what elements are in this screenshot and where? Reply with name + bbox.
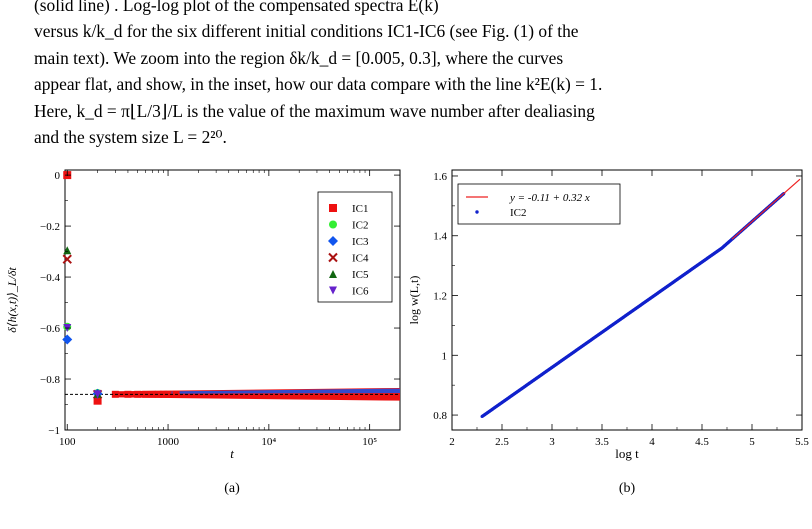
- panel-a-y-ticks: 0 −0.2 −0.4 −0.6 −0.8 −1: [40, 170, 400, 437]
- panel-b-y-tick-label: 0.8: [433, 410, 447, 422]
- panel-b-point: [510, 393, 514, 397]
- panel-b-xlabel: log t: [615, 446, 639, 461]
- panel-b-point: [545, 369, 549, 373]
- panel-b-point: [520, 386, 524, 390]
- panel-b-legend: y = -0.11 + 0.32 x IC2: [457, 183, 621, 225]
- panel-b-points: [480, 191, 786, 419]
- panel-b-x-tick-label: 3: [549, 436, 555, 448]
- panel-a-x-tick-label: 1000: [157, 436, 180, 448]
- body-paragraph: (solid line) . Log-log plot of the compe…: [34, 0, 794, 151]
- para-line-4: appear flat, and show, in the inset, how…: [34, 74, 603, 95]
- para-line-3: main text). We zoom into the region δk/k…: [34, 47, 564, 68]
- panel-a-xlabel: t: [230, 446, 234, 461]
- panel-b-x-tick-label: 5: [749, 436, 755, 448]
- panel-b-legend-fit-label: y = -0.11 + 0.32 x: [509, 192, 590, 204]
- panel-a: 0 −0.2 −0.4 −0.6 −0.8 −1 100 1000 10⁴ 10⁵ δ⟨h(x,…: [5, 169, 401, 496]
- panel-a-x-tick-label: 10⁴: [261, 436, 276, 448]
- para-top-fragment: (solid line) . Log-log plot of the compe…: [34, 0, 439, 15]
- panel-a-legend-marker-ic2: [329, 220, 337, 229]
- panel-a-legend-marker-ic3: [328, 236, 338, 246]
- panel-a-x-ticks: 100 1000 10⁴ 10⁵: [59, 170, 401, 448]
- panel-a-legend-marker-ic1: [329, 204, 337, 212]
- panel-a-y-tick-label: −0.6: [40, 323, 60, 335]
- panel-a-legend-marker-ic6: [329, 286, 337, 295]
- panel-a-point-ic4: [62, 254, 72, 264]
- panel-a-legend-label-ic2: IC2: [352, 220, 369, 232]
- panel-b-point: [528, 381, 532, 385]
- panel-a-legend-label-ic6: IC6: [352, 286, 369, 298]
- panel-a-legend-label-ic5: IC5: [352, 269, 369, 281]
- panel-a-legend-marker-ic5: [329, 270, 337, 278]
- panel-b-point: [498, 402, 502, 406]
- panel-a-points: [62, 171, 103, 405]
- panel-b-y-ticks: 0.8 1 1.2 1.4 1.6: [433, 171, 802, 422]
- panel-b-ylabel: log w(L,t): [407, 276, 421, 325]
- panel-a-y-tick-label: −0.2: [40, 221, 60, 233]
- para-line-1: (solid line) . Log-log plot of the compe…: [34, 0, 794, 18]
- panel-b-fit-path: [731, 178, 801, 240]
- panel-a-ylabel: δ⟨h(x,t)⟩_L/δt: [5, 267, 19, 333]
- para-line-2: versus k/k_d for the six different initi…: [34, 21, 579, 41]
- panel-b-y-tick-label: 1.6: [433, 171, 447, 183]
- panel-b-legend-box: [457, 183, 621, 225]
- panel-b-label: (b): [619, 481, 636, 496]
- panel-a-y-tick-label: 0: [55, 170, 61, 182]
- panel-a-point-ic3: [62, 334, 73, 345]
- figure: 0 −0.2 −0.4 −0.6 −0.8 −1 100 1000 10⁴ 10⁵ δ⟨h(x,…: [5, 169, 809, 496]
- panel-b-point: [550, 365, 554, 369]
- panel-b-point: [540, 372, 544, 376]
- panel-a-legend-label-ic3: IC3: [352, 236, 369, 248]
- panel-a-legend: IC1 IC2 IC3 IC4 IC5 IC6: [317, 191, 393, 303]
- panel-b-x-tick-label: 2.5: [495, 436, 509, 448]
- panel-b-x-tick-label: 5.5: [795, 436, 809, 448]
- panel-b-y-tick-label: 1.2: [433, 291, 447, 303]
- panel-a-band-marker: [164, 390, 172, 398]
- panel-a-y-tick-label: −1: [48, 425, 60, 437]
- panel-a-band-marker: [154, 390, 162, 398]
- para-line-6: and the system size L = 2²⁰.: [34, 127, 227, 148]
- panel-b-x-tick-label: 4.5: [695, 436, 709, 448]
- panel-b-y-tick-label: 1.4: [433, 231, 447, 243]
- panel-b-fit-line: [731, 178, 801, 240]
- panel-b-x-tick-label: 3.5: [595, 436, 609, 448]
- panel-a-band-ic3: [155, 388, 400, 394]
- panel-b-point: [480, 415, 484, 419]
- panel-a-band-marker: [159, 390, 167, 398]
- panel-a-x-tick-label: 10⁵: [362, 436, 377, 448]
- panel-b-point: [535, 376, 539, 380]
- panel-b-x-tick-label: 2: [449, 436, 455, 448]
- panel-b-x-ticks: 2 2.5 3 3.5 4 4.5 5 5.5: [449, 170, 809, 448]
- panel-a-legend-label-ic4: IC4: [352, 253, 369, 265]
- panel-a-point-ic6: [93, 390, 102, 399]
- panel-a-frame: [64, 169, 401, 431]
- panel-a-label: (a): [224, 481, 240, 496]
- panel-a-point-ic1: [93, 396, 102, 405]
- panel-b-y-tick-label: 1: [442, 350, 448, 362]
- panel-a-y-tick-label: −0.8: [40, 374, 60, 386]
- panel-a-x-tick-label: 100: [59, 436, 76, 448]
- panel-a-y-tick-label: −0.4: [40, 272, 60, 284]
- panel-b-legend-data-label: IC2: [510, 207, 527, 219]
- panel-a-point-ic5: [63, 246, 72, 255]
- panel-a-legend-label-ic1: IC1: [352, 203, 369, 215]
- panel-a-legend-marker-ic4: [328, 252, 338, 263]
- panel-b-x-tick-label: 4: [649, 436, 655, 448]
- panel-b: 0.8 1 1.2 1.4 1.6 2 2.5 3 3.5 4 4.5 5 5.5 log w(L,t…: [407, 169, 809, 496]
- panel-b-legend-data-swatch: [475, 210, 479, 214]
- para-line-5: Here, k_d = π⌊L/3⌋/L is the value of the…: [34, 100, 595, 121]
